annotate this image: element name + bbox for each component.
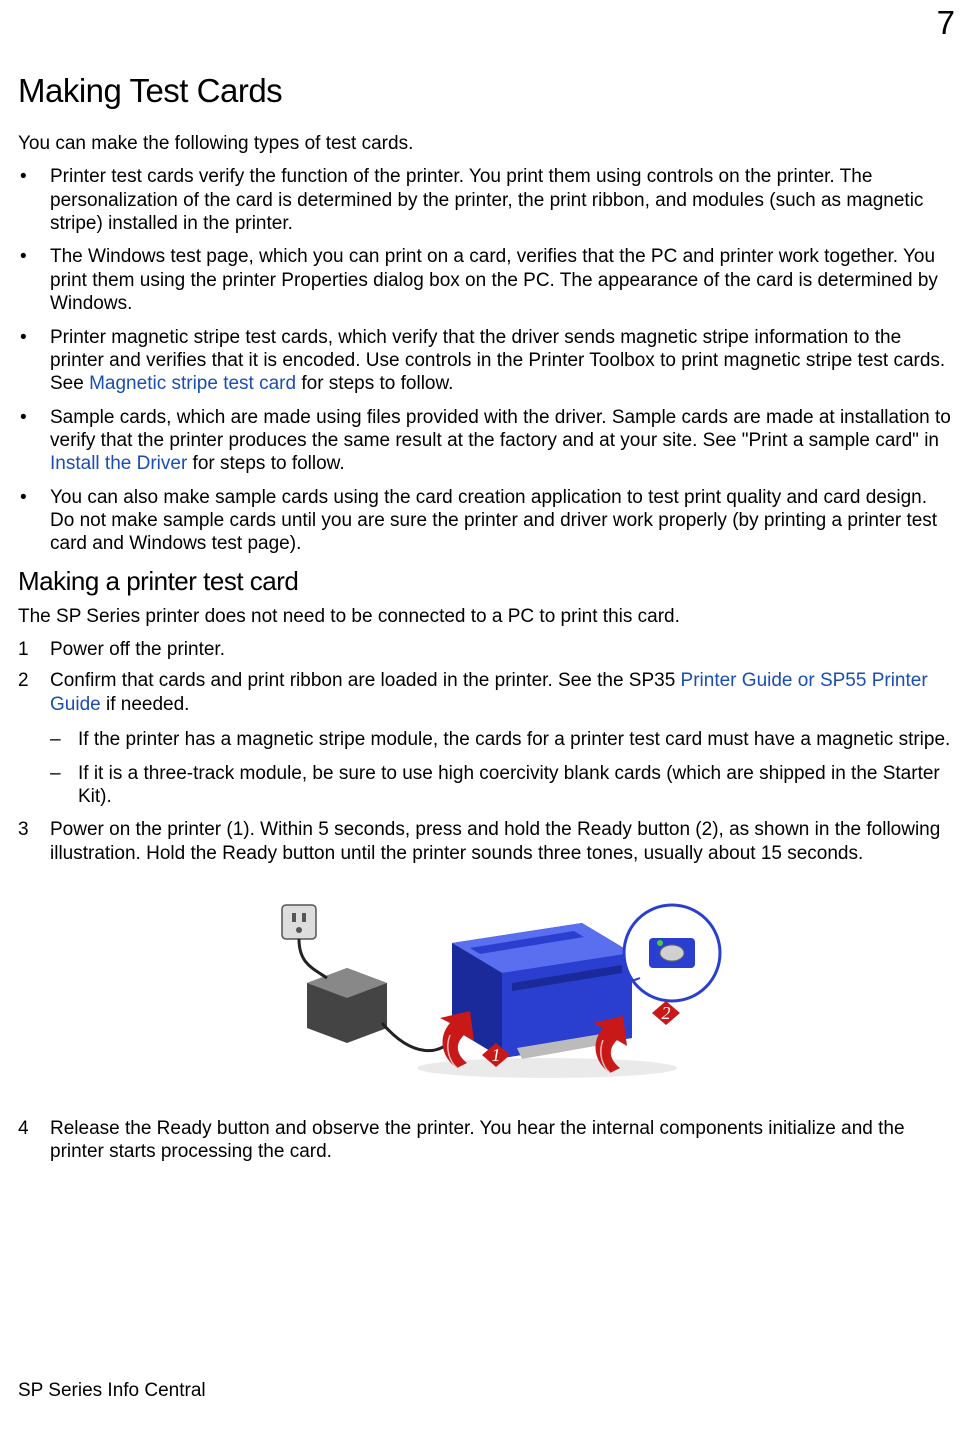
sub-text: If the printer has a magnetic stripe mod…: [78, 729, 950, 750]
step-number: 3: [18, 818, 29, 841]
sub-item: If the printer has a magnetic stripe mod…: [50, 728, 955, 751]
bullet-item: You can also make sample cards using the…: [18, 486, 955, 556]
step-item: 4 Release the Ready button and observe t…: [18, 1117, 955, 1164]
step-text-before: Confirm that cards and print ribbon are …: [50, 670, 681, 691]
link-install-driver[interactable]: Install the Driver: [50, 453, 187, 474]
bullet-text: The Windows test page, which you can pri…: [50, 246, 938, 314]
step-item: 3 Power on the printer (1). Within 5 sec…: [18, 818, 955, 865]
bullet-item: Sample cards, which are made using files…: [18, 406, 955, 476]
bullet-text: You can also make sample cards using the…: [50, 487, 937, 555]
sub-intro-paragraph: The SP Series printer does not need to b…: [18, 605, 955, 628]
link-magnetic-stripe[interactable]: Magnetic stripe test card: [89, 373, 296, 394]
bullet-text: Printer test cards verify the function o…: [50, 166, 923, 234]
step-text: Power off the printer.: [50, 639, 225, 660]
footer-text: SP Series Info Central: [18, 1380, 206, 1402]
sub-text: If it is a three-track module, be sure t…: [78, 763, 940, 807]
page-title: Making Test Cards: [18, 72, 955, 110]
step-item: 2 Confirm that cards and print ribbon ar…: [18, 669, 955, 808]
subheading: Making a printer test card: [18, 566, 955, 597]
step-text: Confirm that cards and print ribbon are …: [50, 670, 928, 714]
bullet-text: for steps to follow.: [296, 373, 453, 394]
document-page: 7 Making Test Cards You can make the fol…: [0, 0, 973, 1430]
step-list-continued: 4 Release the Ready button and observe t…: [18, 1117, 955, 1164]
step-item: 1 Power off the printer.: [18, 638, 955, 661]
svg-text:2: 2: [661, 1003, 670, 1023]
bullet-item: The Windows test page, which you can pri…: [18, 245, 955, 315]
step-text-after: if needed.: [101, 694, 190, 715]
bullet-list: Printer test cards verify the function o…: [18, 165, 955, 555]
svg-text:1: 1: [491, 1045, 500, 1065]
step-number: 2: [18, 669, 29, 692]
step-number: 1: [18, 638, 29, 661]
step-list: 1 Power off the printer. 2 Confirm that …: [18, 638, 955, 865]
step-text: Power on the printer (1). Within 5 secon…: [50, 819, 940, 863]
bullet-text: for steps to follow.: [187, 453, 344, 474]
sub-list: If the printer has a magnetic stripe mod…: [50, 728, 955, 808]
bullet-text: Sample cards, which are made using files…: [50, 407, 951, 451]
sub-item: If it is a three-track module, be sure t…: [50, 762, 955, 809]
printer-svg: 12: [252, 883, 722, 1093]
printer-illustration: 12: [18, 883, 955, 1093]
step-text: Release the Ready button and observe the…: [50, 1118, 905, 1162]
step-number: 4: [18, 1117, 29, 1140]
bullet-item: Printer test cards verify the function o…: [18, 165, 955, 235]
page-number: 7: [937, 4, 955, 42]
bullet-item: Printer magnetic stripe test cards, whic…: [18, 326, 955, 396]
intro-paragraph: You can make the following types of test…: [18, 132, 955, 155]
